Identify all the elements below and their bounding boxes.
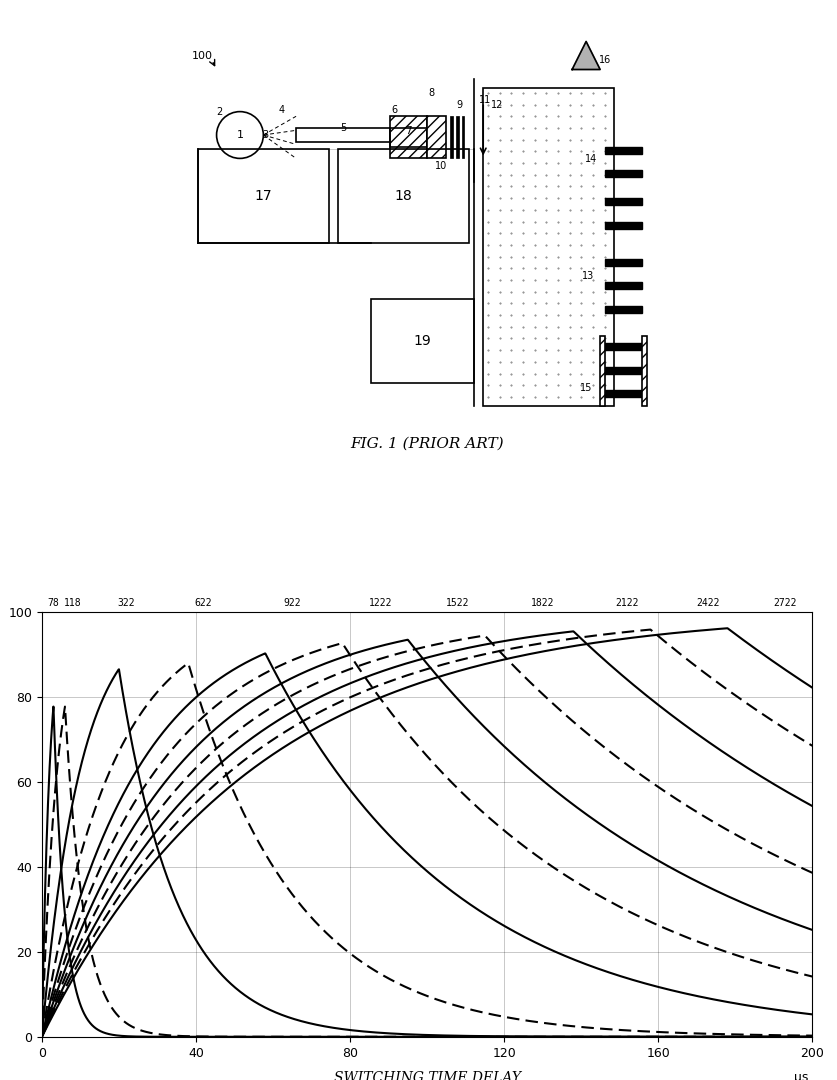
Text: μs: μs — [793, 1070, 808, 1080]
Bar — [604, 390, 642, 397]
Text: 100: 100 — [192, 51, 213, 60]
Bar — [296, 129, 389, 143]
Bar — [604, 199, 642, 205]
Text: FIG. 1 (PRIOR ART): FIG. 1 (PRIOR ART) — [350, 437, 504, 451]
Bar — [338, 149, 469, 243]
Text: 15: 15 — [580, 382, 592, 393]
Text: 18: 18 — [394, 189, 413, 203]
Text: 17: 17 — [254, 189, 272, 203]
Bar — [604, 283, 642, 289]
Bar — [604, 343, 642, 350]
Text: 6: 6 — [391, 105, 398, 114]
Text: 14: 14 — [584, 153, 597, 164]
Text: 1822: 1822 — [531, 597, 554, 607]
Text: 13: 13 — [582, 271, 594, 281]
Text: 11: 11 — [480, 95, 491, 105]
Text: 19: 19 — [413, 334, 431, 348]
Bar — [461, 117, 465, 159]
Bar — [604, 221, 642, 229]
Bar — [604, 306, 642, 313]
Text: 4: 4 — [279, 105, 285, 114]
Text: 2: 2 — [216, 107, 222, 117]
Text: 1522: 1522 — [446, 597, 470, 607]
Text: 1: 1 — [236, 131, 244, 140]
X-axis label: SWITCHING TIME DELAY: SWITCHING TIME DELAY — [333, 1070, 521, 1080]
Bar — [604, 367, 642, 374]
Bar — [604, 171, 642, 177]
Bar — [389, 117, 427, 159]
Text: 1222: 1222 — [369, 597, 393, 607]
Text: 5: 5 — [340, 123, 346, 133]
Polygon shape — [572, 42, 600, 70]
Bar — [450, 117, 453, 159]
Bar — [389, 129, 427, 147]
Bar — [600, 336, 604, 406]
Text: 12: 12 — [490, 99, 503, 110]
Text: 2722: 2722 — [773, 597, 797, 607]
Text: 8: 8 — [429, 89, 434, 98]
Text: 622: 622 — [195, 597, 213, 607]
Text: 322: 322 — [118, 597, 136, 607]
Text: 78: 78 — [48, 597, 59, 607]
Bar — [198, 149, 329, 243]
Text: 2122: 2122 — [615, 597, 639, 607]
Bar — [642, 336, 647, 406]
Text: 3: 3 — [263, 131, 269, 140]
Text: 118: 118 — [64, 597, 81, 607]
Bar — [604, 259, 642, 267]
Bar — [371, 299, 474, 383]
Text: 10: 10 — [434, 161, 447, 171]
Bar — [604, 147, 642, 154]
Bar — [483, 89, 614, 406]
Text: 7: 7 — [405, 125, 412, 136]
Text: 922: 922 — [283, 597, 301, 607]
Text: 16: 16 — [598, 55, 611, 66]
Text: 9: 9 — [456, 99, 463, 110]
Text: 2422: 2422 — [696, 597, 720, 607]
Bar — [456, 117, 459, 159]
Bar — [427, 117, 445, 159]
